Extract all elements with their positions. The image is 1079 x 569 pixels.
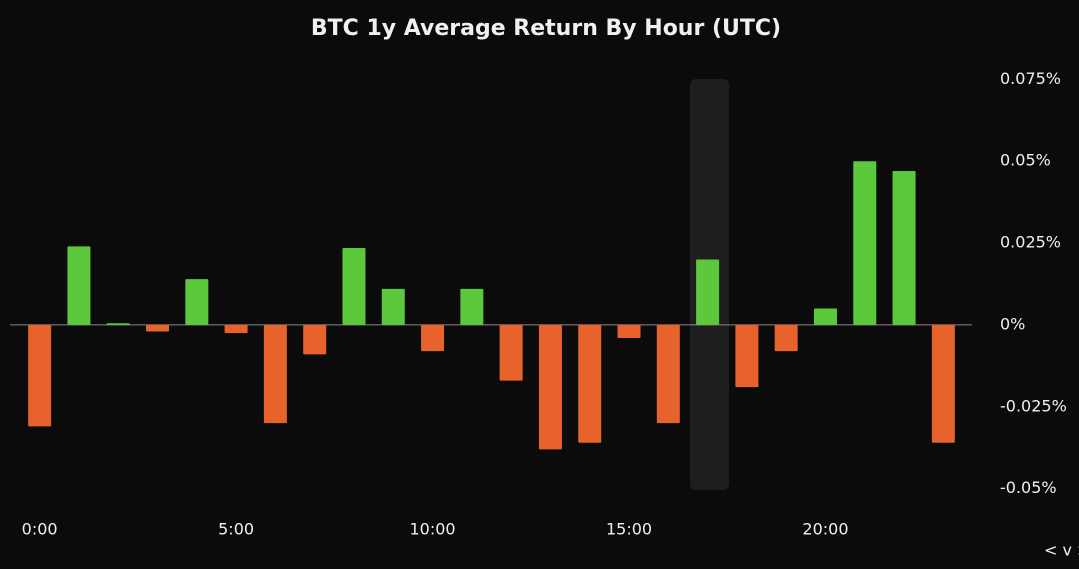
bar <box>381 288 405 325</box>
bar <box>696 259 720 325</box>
bar <box>813 308 837 325</box>
bar <box>735 324 759 388</box>
bar <box>28 324 52 427</box>
y-tick-label: -0.025% <box>1000 396 1067 415</box>
bar <box>460 288 484 325</box>
y-tick-label: 0.05% <box>1000 151 1051 170</box>
bar <box>67 246 91 325</box>
bar <box>538 324 562 450</box>
bar <box>774 324 798 352</box>
bar <box>224 324 248 334</box>
bar <box>185 279 209 325</box>
bar <box>106 323 130 325</box>
x-tick-label: 20:00 <box>802 520 848 539</box>
bar <box>892 171 916 325</box>
y-tick-label: 0% <box>1000 314 1025 333</box>
bar <box>146 324 170 332</box>
y-tick-label: 0.075% <box>1000 69 1061 88</box>
y-tick-label: -0.05% <box>1000 478 1057 497</box>
bar <box>342 247 366 325</box>
bar <box>853 161 877 325</box>
bar <box>303 324 327 355</box>
x-tick-label: 0:00 <box>22 520 58 539</box>
bar <box>421 324 445 352</box>
bar <box>656 324 680 424</box>
x-tick-label: 5:00 <box>218 520 254 539</box>
x-tick-label: 15:00 <box>606 520 652 539</box>
nav-control[interactable]: < v > <box>1044 541 1079 560</box>
chart-title: BTC 1y Average Return By Hour (UTC) <box>311 16 781 41</box>
bar <box>578 324 602 443</box>
x-tick-label: 10:00 <box>410 520 456 539</box>
bar <box>931 324 955 443</box>
bar <box>263 324 287 424</box>
y-tick-label: 0.025% <box>1000 233 1061 252</box>
bar <box>499 324 523 381</box>
bar <box>617 324 641 339</box>
